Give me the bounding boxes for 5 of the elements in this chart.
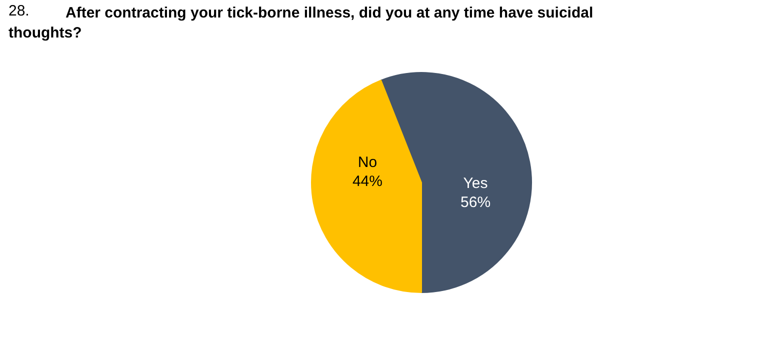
slice-label: Yes <box>463 174 488 192</box>
slice-label: No <box>358 154 378 172</box>
data-label: 44% <box>352 173 382 190</box>
chart-title: 28. After contracting your tick-borne illness, did you at any time have suicidal thoughts? <box>8 2 594 42</box>
data-label: 56% <box>460 194 491 211</box>
